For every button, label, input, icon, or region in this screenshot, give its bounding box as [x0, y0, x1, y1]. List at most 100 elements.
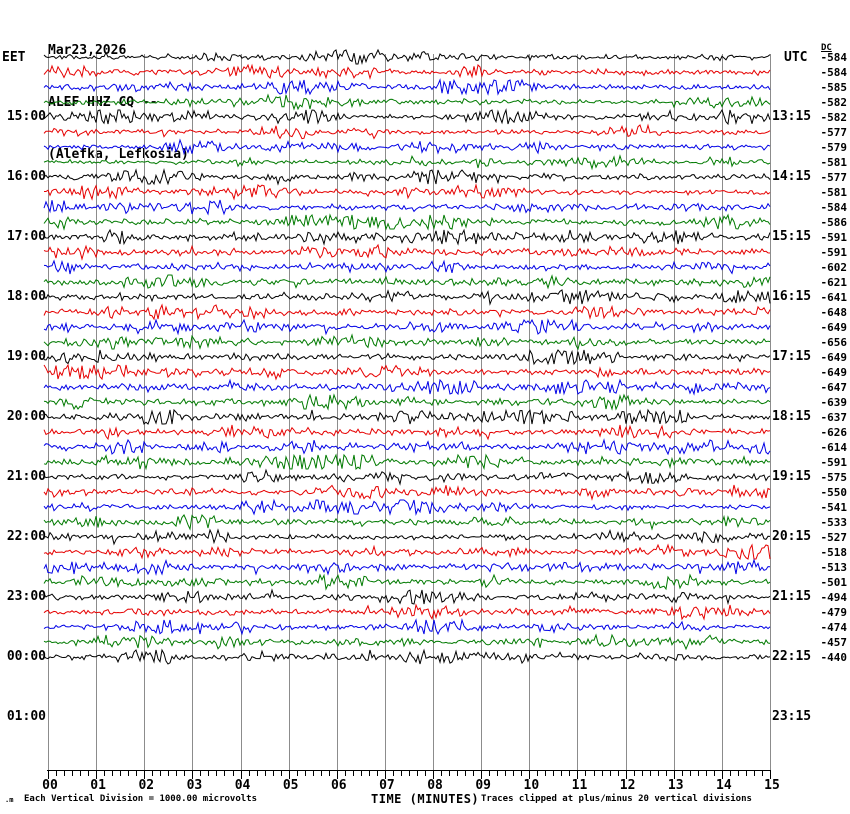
x-tick-label: 15	[764, 778, 780, 793]
dc-column-header: DC	[821, 43, 832, 53]
dc-offset-value: -494	[820, 591, 848, 604]
dc-offset-value: -637	[820, 411, 848, 424]
seismogram-trace-green	[43, 333, 771, 351]
dc-offset-value: -585	[820, 81, 848, 94]
seismogram-trace-black	[43, 228, 771, 246]
dc-offset-value: -591	[820, 246, 848, 259]
dc-offset-value: -457	[820, 636, 848, 649]
utc-hour-label: 23:15	[772, 709, 812, 724]
seismogram-trace-green	[43, 274, 771, 290]
dc-offset-value: -648	[820, 306, 848, 319]
dc-offset-value: -541	[820, 501, 848, 514]
dc-offset-value: -550	[820, 486, 848, 499]
dc-offset-value: -614	[820, 441, 848, 454]
seismogram-trace-red	[43, 484, 771, 501]
seismogram-trace-black	[43, 168, 771, 186]
utc-hour-label: 13:15	[772, 109, 812, 124]
dc-offset-value: -582	[820, 111, 848, 124]
seismogram-trace-green	[43, 393, 771, 411]
seismogram-trace-green	[43, 573, 771, 591]
corner-watermark: .m	[5, 796, 14, 804]
dc-offset-value: -501	[820, 576, 848, 589]
eet-hour-label: 21:00	[6, 469, 46, 484]
x-tick-label: 10	[523, 778, 540, 793]
seismogram-trace-blue	[43, 498, 771, 516]
x-tick-label: 12	[619, 778, 636, 793]
header-channel-title: ALEF HHZ CQ --	[48, 95, 158, 110]
seismogram-trace-black	[43, 349, 771, 366]
seismogram-trace-blue	[43, 199, 771, 216]
dc-offset-value: -474	[820, 621, 848, 634]
x-tick-label: 00	[42, 778, 58, 793]
seismogram-trace-blue	[43, 78, 771, 96]
dc-offset-value: -626	[820, 426, 848, 439]
x-tick-label: 01	[90, 778, 106, 793]
seismogram-trace-blue	[43, 378, 771, 396]
seismogram-trace-blue	[43, 259, 771, 275]
dc-offset-value: -533	[820, 516, 848, 529]
utc-hour-label: 16:15	[772, 289, 812, 304]
x-tick-label: 09	[475, 778, 492, 793]
seismogram-trace-blue	[43, 558, 771, 576]
seismogram-trace-green	[43, 514, 771, 531]
seismogram-trace-blue	[43, 318, 771, 336]
seismogram-trace-black	[43, 648, 771, 665]
seismogram-trace-black	[43, 108, 771, 126]
dc-offset-value: -602	[820, 261, 848, 274]
vertical-division-note: Each Vertical Division = 1000.00 microvo…	[24, 794, 257, 804]
dc-offset-value: -579	[820, 141, 848, 154]
utc-hour-label: 22:15	[772, 649, 812, 664]
dc-offset-value: -527	[820, 531, 848, 544]
seismogram-trace-red	[43, 63, 771, 80]
seismogram-trace-black	[43, 289, 771, 306]
dc-offset-value: -584	[820, 201, 848, 214]
seismogram-trace-blue	[43, 138, 771, 156]
seismogram-trace-black	[43, 48, 771, 65]
dc-offset-value: -575	[820, 471, 848, 484]
seismogram-trace-green	[43, 633, 771, 651]
dc-offset-value: -641	[820, 291, 848, 304]
dc-offset-value: -581	[820, 156, 848, 169]
dc-offset-value: -591	[820, 231, 848, 244]
utc-hour-label: 15:15	[772, 229, 812, 244]
seismogram-trace-red	[43, 243, 771, 261]
seismogram-trace-black	[43, 528, 771, 546]
utc-hour-label: 20:15	[772, 529, 812, 544]
seismogram-trace-black	[43, 588, 771, 606]
dc-offset-value: -649	[820, 366, 848, 379]
x-tick-label: 14	[716, 778, 732, 793]
x-tick-label: 05	[282, 778, 299, 793]
x-tick-label: 04	[234, 778, 251, 793]
x-tick-label: 08	[427, 778, 443, 793]
utc-hour-label: 19:15	[772, 469, 812, 484]
seismogram-trace-red	[43, 303, 771, 321]
left-timezone-label: EET	[2, 50, 26, 65]
dc-offset-value: -582	[820, 96, 848, 109]
seismogram-trace-red	[44, 183, 771, 201]
seismogram-trace-red	[43, 603, 771, 621]
seismogram-trace-black	[43, 468, 771, 486]
dc-offset-value: -586	[820, 216, 848, 229]
dc-offset-value: -577	[820, 126, 848, 139]
utc-hour-label: 18:15	[772, 409, 812, 424]
dc-offset-value: -647	[820, 381, 848, 394]
dc-offset-value: -440	[820, 651, 848, 664]
dc-offset-value: -649	[820, 351, 848, 364]
dc-offset-value: -621	[820, 276, 848, 289]
x-tick-label: 07	[379, 778, 395, 793]
dc-offset-value: -591	[820, 456, 848, 469]
eet-hour-label: 16:00	[6, 169, 46, 184]
header-station-name: (Alefka, Lefkosia)	[48, 147, 189, 162]
seismogram-trace-green	[43, 453, 771, 471]
seismogram-trace-red	[43, 424, 771, 441]
seismogram-trace-green	[43, 213, 771, 231]
seismogram-trace-red	[43, 363, 771, 381]
eet-hour-label: 00:00	[6, 649, 46, 664]
x-tick-label: 13	[667, 778, 684, 793]
dc-offset-value: -584	[820, 51, 848, 64]
dc-offset-value: -577	[820, 171, 848, 184]
seismogram-trace-red	[43, 123, 771, 140]
seismogram-trace-green	[43, 93, 771, 111]
plot-header: Mar23,2026 ALEF HHZ CQ -- (Alefka, Lefko…	[48, 6, 189, 200]
